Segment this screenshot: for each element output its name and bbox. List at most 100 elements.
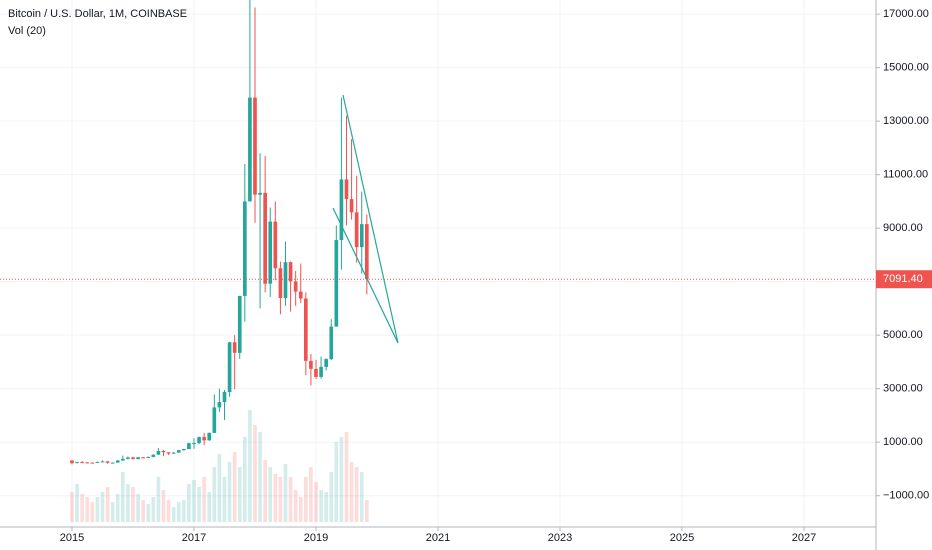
candle-body <box>166 452 171 454</box>
candle-body <box>329 326 334 360</box>
candle-body <box>344 179 349 200</box>
candle-body <box>100 461 105 463</box>
chart-title: Bitcoin / U.S. Dollar, 1M, COINBASE <box>8 8 187 20</box>
volume-bar <box>258 432 262 522</box>
candle-body <box>288 262 293 282</box>
volume-bar <box>288 477 293 522</box>
y-tick-label: 15000.00 <box>883 62 929 74</box>
volume-bar <box>110 502 115 522</box>
volume-bar <box>329 472 334 522</box>
volume-bar <box>207 492 212 522</box>
candle-body <box>197 437 201 443</box>
candle-body <box>70 460 74 464</box>
candle-body <box>141 457 145 459</box>
y-tick-label: 11000.00 <box>883 169 928 181</box>
volume-bar <box>273 474 278 522</box>
volume-bar <box>324 492 328 522</box>
candle-body <box>309 360 313 369</box>
volume-bar <box>263 460 267 522</box>
candle-body <box>268 221 273 284</box>
volume-bar <box>156 477 161 522</box>
candles <box>70 0 369 465</box>
volume-bar <box>85 497 90 522</box>
volume-bar <box>141 500 145 522</box>
volume-bar <box>90 502 95 522</box>
candle-body <box>105 461 110 463</box>
x-tick-label: 2021 <box>426 532 450 544</box>
candle-body <box>222 392 227 403</box>
x-tick-label: 2019 <box>304 532 328 544</box>
volume-bar <box>248 410 252 522</box>
volume-bar <box>80 494 84 522</box>
candle-body <box>217 402 222 408</box>
volume-bar <box>70 492 74 522</box>
y-tick-label: 17000.00 <box>883 8 929 20</box>
candle-body <box>263 192 267 284</box>
x-tick-label: 2023 <box>548 532 572 544</box>
volume-bar <box>349 462 354 522</box>
volume-bar <box>334 442 339 522</box>
y-tick-label: 3000.00 <box>883 383 923 395</box>
volume-bar <box>253 425 257 522</box>
volume-bar <box>354 467 359 522</box>
candle-body <box>324 359 328 367</box>
volume-bar <box>227 462 232 522</box>
trend-line <box>332 207 399 344</box>
candle-body <box>85 462 90 464</box>
candle-body <box>156 450 161 455</box>
candle-body <box>248 97 252 202</box>
volume-bar <box>171 507 176 522</box>
volume-bar <box>131 487 135 522</box>
candle-body <box>90 462 95 464</box>
candle-body <box>146 456 151 458</box>
candle-body <box>95 461 100 463</box>
candle-body <box>110 462 115 464</box>
candle-body <box>283 262 288 298</box>
x-tick-label: 2015 <box>60 532 84 544</box>
volume-bar <box>120 472 125 522</box>
y-tick-label: 1000.00 <box>883 436 923 448</box>
volume-bar <box>339 437 344 522</box>
candle-body <box>212 407 217 433</box>
candle-body <box>75 462 79 464</box>
x-tick-label: 2017 <box>182 532 206 544</box>
volume-bar <box>197 487 201 522</box>
candle-body <box>242 201 247 296</box>
volume-bar <box>202 477 206 522</box>
volume-bar <box>365 500 369 522</box>
y-tick-label: 5000.00 <box>883 329 923 341</box>
x-tick-label: 2027 <box>792 532 816 544</box>
volume-bar <box>146 504 151 522</box>
candle-body <box>349 199 354 213</box>
candle-body <box>202 437 206 441</box>
axes: −1000.001000.003000.005000.007000.009000… <box>0 8 932 544</box>
volume-bar <box>242 437 247 522</box>
volume-bar <box>192 480 196 522</box>
candle-body <box>136 457 140 460</box>
volume-bar <box>212 467 217 522</box>
candle-body <box>319 366 323 377</box>
volume-bar <box>237 467 242 522</box>
y-tick-label: −1000.00 <box>883 490 929 502</box>
candle-body <box>314 368 318 377</box>
volume-bar <box>217 454 222 522</box>
candle-body <box>232 342 237 353</box>
candle-body <box>207 432 212 441</box>
volume-bar <box>176 502 181 522</box>
candle-body <box>278 268 283 298</box>
last-price-label: 7091.40 <box>883 273 923 285</box>
grid <box>0 0 876 527</box>
candle-body <box>176 450 181 453</box>
volume-bar <box>95 497 100 522</box>
candle-body <box>151 454 156 457</box>
volume-bar <box>293 490 298 522</box>
candle-body <box>334 240 339 327</box>
volume-pane <box>70 410 369 522</box>
candle-body <box>115 460 120 463</box>
candle-body <box>187 443 191 450</box>
volume-bar <box>314 482 318 522</box>
volume-bar <box>344 432 349 522</box>
candle-body <box>359 224 364 248</box>
